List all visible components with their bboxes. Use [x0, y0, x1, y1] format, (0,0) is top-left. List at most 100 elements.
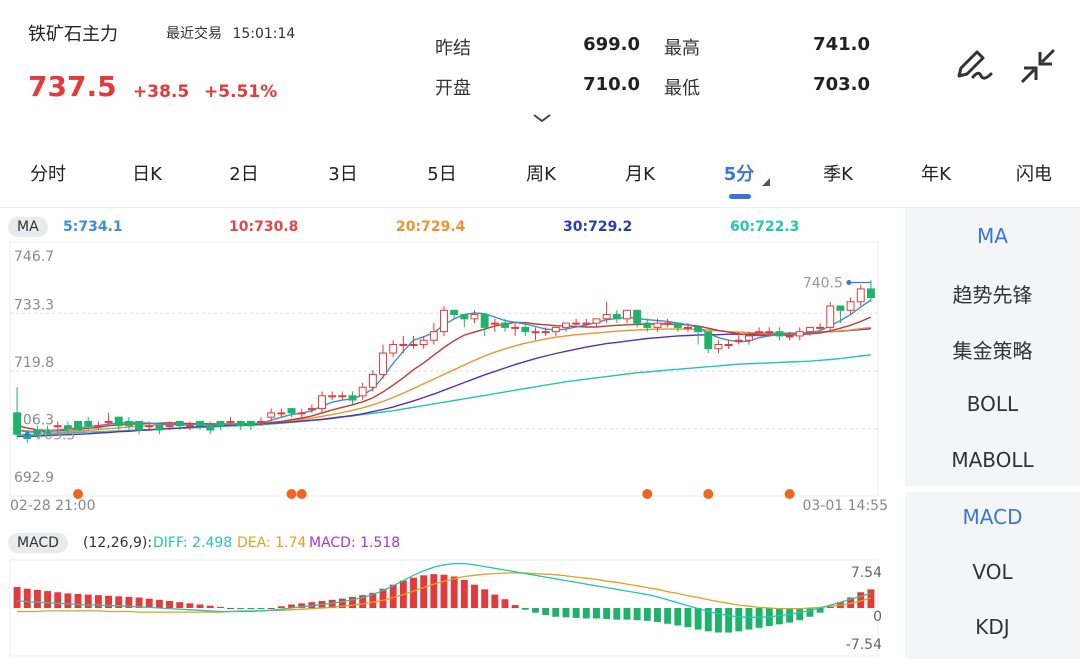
- candle: [246, 420, 255, 430]
- macd-bar: [725, 608, 733, 633]
- tab-monthly-k[interactable]: 月K: [625, 164, 655, 185]
- indicator-macd[interactable]: MACD: [962, 505, 1023, 529]
- candle: [501, 318, 509, 332]
- event-marker: [286, 489, 297, 499]
- candle: [541, 327, 550, 336]
- candle: [704, 331, 713, 354]
- diff-line: [17, 562, 872, 618]
- candle-body: [805, 326, 814, 333]
- tab-3day[interactable]: 3日: [328, 164, 358, 185]
- macd-bar: [359, 595, 367, 608]
- macd-bar: [643, 608, 651, 621]
- macd-badge[interactable]: MACD: [8, 533, 68, 553]
- candle-body: [267, 412, 276, 418]
- macd-bar: [460, 579, 468, 608]
- ma60-value: 60:722.3: [730, 219, 800, 235]
- candle-body: [74, 420, 83, 431]
- macd-bar: [471, 584, 478, 608]
- candle: [694, 326, 703, 345]
- tab-yearly-k[interactable]: 年K: [921, 164, 951, 185]
- candle-body: [826, 305, 835, 328]
- candle-body: [196, 420, 205, 427]
- macd-bar: [552, 608, 560, 617]
- macd-chart[interactable]: 7.54 0 -7.54: [0, 558, 900, 659]
- candle: [379, 344, 387, 379]
- candle: [328, 391, 337, 401]
- candle: [643, 318, 652, 332]
- indicator-boll[interactable]: BOLL: [966, 392, 1019, 416]
- indicator-capital-strategy[interactable]: 集金策略: [952, 339, 1033, 363]
- indicator-ma[interactable]: MA: [977, 224, 1008, 248]
- macd-bar: [84, 594, 92, 608]
- macd-bar: [369, 592, 377, 608]
- indicator-side-menu: MA 趋势先锋 集金策略 BOLL MABOLL MACD VOL KDJ: [905, 208, 1080, 659]
- candle: [805, 326, 814, 336]
- tab-fenshi[interactable]: 分时: [30, 164, 66, 185]
- dropdown-triangle-icon[interactable]: [760, 177, 772, 187]
- candle: [623, 309, 631, 324]
- candle: [714, 340, 723, 354]
- high-marker-dot: [846, 280, 852, 286]
- candle-body: [755, 331, 764, 334]
- macd-bar: [227, 608, 234, 609]
- tab-5day[interactable]: 5日: [427, 164, 457, 185]
- candle: [277, 408, 286, 418]
- candle-body: [765, 331, 774, 334]
- macd-bar: [481, 589, 489, 608]
- macd-bar: [593, 608, 600, 619]
- candle-body: [84, 420, 93, 427]
- price-axis-label: 733.3: [14, 297, 54, 313]
- macd-bar: [176, 602, 184, 608]
- tab-5min[interactable]: 5分: [723, 164, 755, 185]
- time-axis-end: 03-01 14:55: [803, 498, 888, 514]
- indicator-trend-pioneer[interactable]: 趋势先锋: [952, 283, 1033, 307]
- tab-quarterly-k[interactable]: 季K: [823, 164, 853, 185]
- candlestick-chart[interactable]: 746.7 733.3 719.8 706.3 692.9 02-28 21:00 03-0…: [0, 240, 900, 520]
- macd-bar: [613, 608, 621, 620]
- macd-bar: [389, 584, 397, 608]
- candle: [33, 425, 42, 439]
- candle: [744, 331, 753, 345]
- candle-body: [348, 395, 357, 401]
- candle: [409, 335, 418, 349]
- collapse-arrows-icon[interactable]: [1018, 46, 1058, 86]
- candle: [165, 421, 174, 430]
- candle-body: [460, 314, 469, 320]
- tab-daily-k[interactable]: 日K: [132, 164, 162, 185]
- low-label: 最低: [664, 78, 700, 99]
- macd-bar: [44, 591, 52, 608]
- indicator-maboll[interactable]: MABOLL: [951, 448, 1034, 472]
- ma-badge[interactable]: MA: [8, 217, 48, 237]
- candle-body: [623, 309, 631, 320]
- tab-weekly-k[interactable]: 周K: [526, 164, 556, 185]
- expand-chevron-icon[interactable]: [531, 112, 553, 124]
- candle: [562, 322, 570, 332]
- candle: [206, 421, 215, 435]
- macd-bar: [288, 604, 295, 608]
- tab-flash[interactable]: 闪电: [1016, 164, 1052, 185]
- price-axis-label: 746.7: [14, 249, 54, 265]
- candle-body: [307, 408, 316, 411]
- ma10-line: [16, 316, 872, 432]
- dea-line: [17, 572, 872, 613]
- divider: [0, 207, 1080, 208]
- macd-bar: [54, 592, 62, 608]
- macd-bar: [257, 608, 265, 610]
- candle: [856, 284, 865, 307]
- candle-body: [277, 412, 286, 415]
- macd-bar: [450, 576, 458, 608]
- macd-bar: [420, 575, 428, 608]
- macd-bar: [186, 603, 194, 608]
- chart-frame: [9, 241, 879, 497]
- side-menu-separator: [905, 486, 1080, 492]
- draw-pen-icon[interactable]: [953, 48, 995, 84]
- macd-bar: [430, 574, 438, 608]
- period-tabs: 分时 日K 2日 3日 5日 周K 月K 5分 季K 年K 闪电: [0, 150, 1080, 200]
- indicator-vol[interactable]: VOL: [972, 560, 1013, 584]
- macd-bar: [664, 608, 672, 624]
- tab-2day[interactable]: 2日: [229, 164, 259, 185]
- macd-axis-top: 7.54: [851, 565, 882, 581]
- indicator-kdj[interactable]: KDJ: [975, 615, 1010, 639]
- macd-bar: [735, 608, 743, 632]
- candle-body: [114, 416, 123, 427]
